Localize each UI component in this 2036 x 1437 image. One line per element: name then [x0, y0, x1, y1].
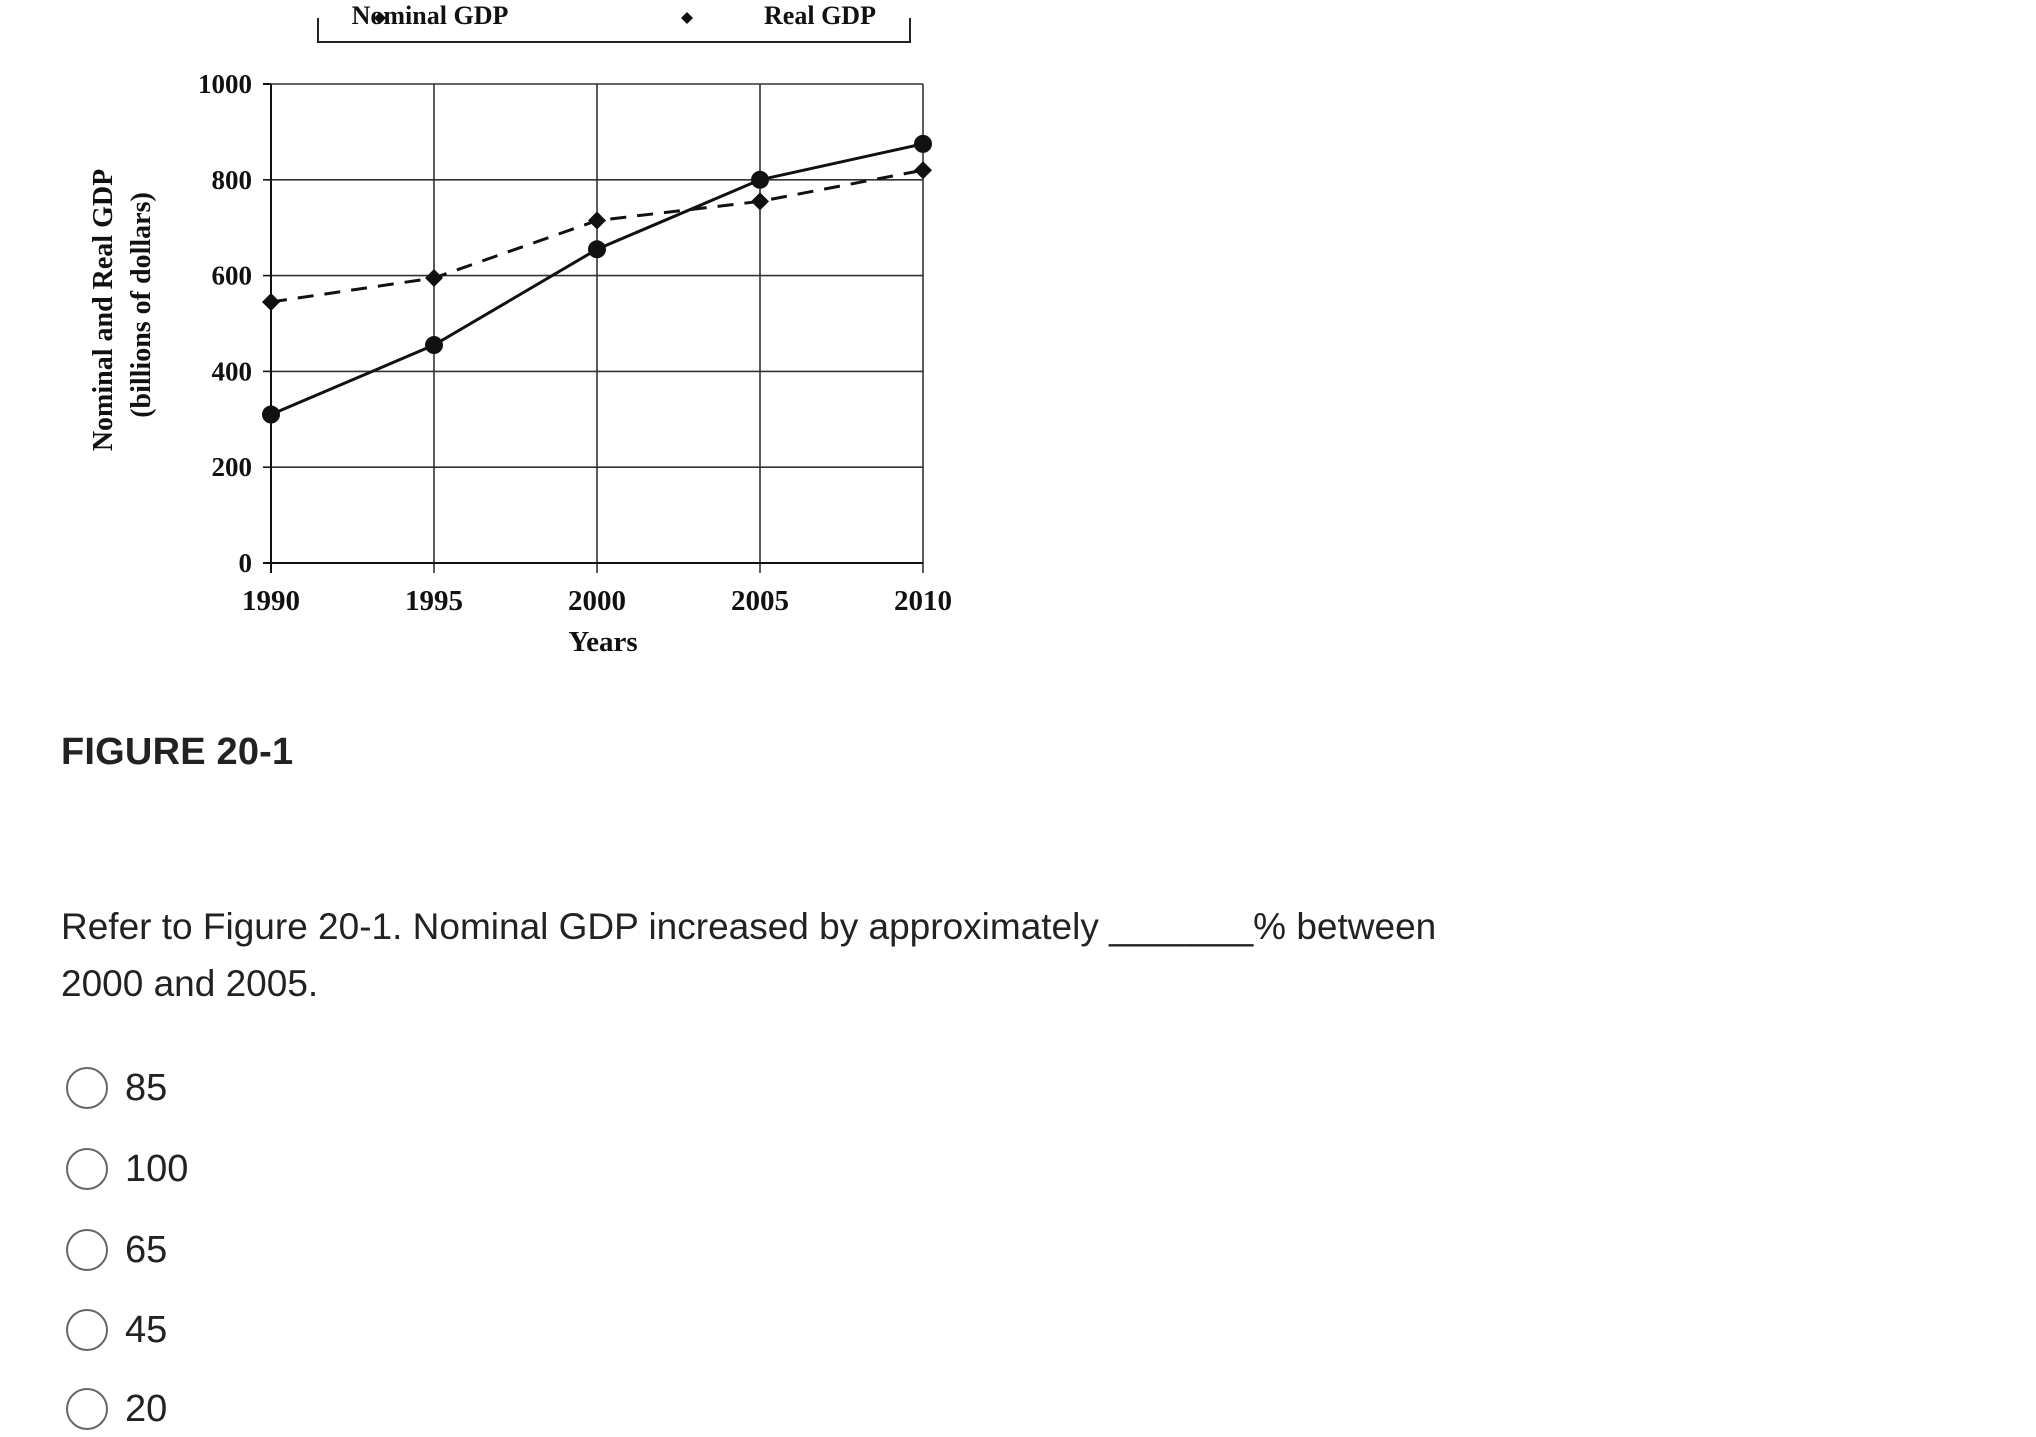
- answer-label: 100: [125, 1147, 189, 1190]
- answer-label: 65: [125, 1228, 168, 1271]
- legend-entry-nominal-gdp: Nominal GDP: [352, 1, 509, 30]
- answer-label: 20: [125, 1387, 168, 1430]
- x-tick-label: 2000: [568, 585, 626, 617]
- answer-option-85[interactable]: 85: [66, 1060, 466, 1116]
- radio-button[interactable]: [66, 1309, 108, 1351]
- radio-button[interactable]: [66, 1148, 108, 1190]
- chart-series: [262, 134, 932, 424]
- x-tick-label: 2005: [731, 585, 789, 617]
- y-tick-label: 800: [212, 165, 253, 195]
- question-text: Refer to Figure 20-1. Nominal GDP increa…: [61, 898, 1521, 1012]
- figure-caption: FIGURE 20-1: [61, 731, 294, 773]
- chart-legend: Nominal GDP Real GDP: [317, 1, 911, 43]
- nominal-gdp-point: [262, 405, 280, 424]
- real-gdp-point: [914, 161, 932, 180]
- y-tick-label: 1000: [198, 69, 252, 99]
- real-gdp-point: [751, 192, 769, 211]
- y-axis-units: (billions of dollars): [126, 192, 157, 418]
- question-line-2: 2000 and 2005.: [61, 963, 319, 1004]
- radio-button[interactable]: [66, 1229, 108, 1271]
- legend-marker-real: [681, 12, 693, 24]
- nominal-gdp-point: [588, 240, 606, 259]
- nominal-gdp-point: [425, 336, 443, 355]
- real-gdp-point: [262, 292, 280, 311]
- answer-option-45[interactable]: 45: [66, 1302, 466, 1358]
- legend-entry-real-gdp: Real GDP: [764, 1, 876, 30]
- legend-marker-nominal: [374, 12, 386, 24]
- radio-button[interactable]: [66, 1388, 108, 1430]
- answer-label: 45: [125, 1308, 168, 1351]
- answer-option-100[interactable]: 100: [66, 1141, 466, 1197]
- x-axis-title: Years: [568, 626, 637, 658]
- nominal-gdp-point: [751, 170, 769, 189]
- x-tick-label: 1990: [242, 585, 300, 617]
- x-tick-label: 1995: [405, 585, 463, 617]
- y-tick-label: 200: [212, 452, 253, 482]
- legend-box: [317, 18, 911, 43]
- y-tick-label: 400: [212, 356, 253, 386]
- tick-labels: 0 200 400 600 800 1000 1990 1995 2000 2005 2010: [198, 69, 952, 617]
- chart-grid: [271, 83, 924, 573]
- y-tick-label: 0: [239, 548, 253, 578]
- answer-option-20[interactable]: 20: [66, 1381, 466, 1437]
- question-line-1: Refer to Figure 20-1. Nominal GDP increa…: [61, 906, 1437, 947]
- nominal-gdp-point: [914, 134, 932, 153]
- chart-axes: [263, 83, 923, 573]
- x-tick-label: 2010: [894, 585, 952, 617]
- y-tick-label: 600: [212, 261, 253, 291]
- gdp-line-chart: Nominal GDP Real GDP Nominal and Real GD…: [88, 1, 952, 658]
- radio-button[interactable]: [66, 1067, 108, 1109]
- real-gdp-point: [425, 268, 443, 287]
- real-gdp-point: [588, 211, 606, 230]
- answer-label: 85: [125, 1066, 168, 1109]
- answer-option-65[interactable]: 65: [66, 1222, 466, 1278]
- y-axis-title: Nominal and Real GDP: [88, 169, 119, 451]
